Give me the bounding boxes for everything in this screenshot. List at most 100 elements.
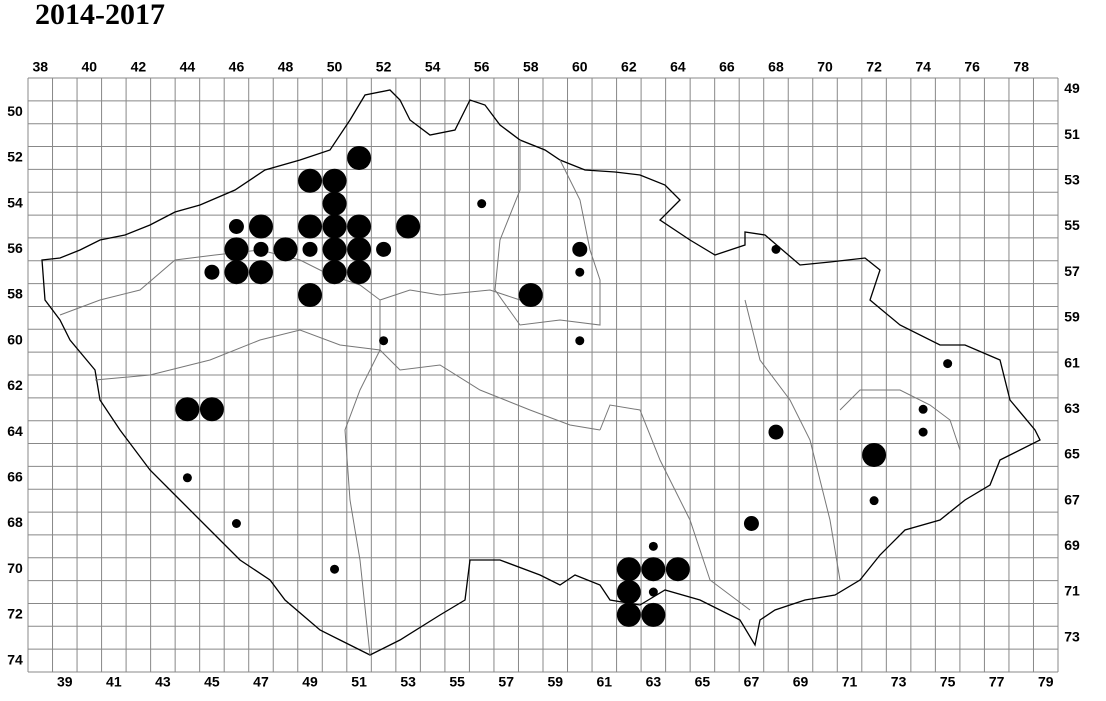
column-label: 56 xyxy=(474,59,490,75)
record-dot xyxy=(477,199,487,209)
row-label: 63 xyxy=(1064,400,1080,416)
record-dot xyxy=(298,214,323,239)
column-label: 66 xyxy=(719,59,735,75)
record-dot xyxy=(743,516,759,531)
column-label: 45 xyxy=(204,674,220,690)
record-dot xyxy=(918,404,928,414)
record-dot xyxy=(648,541,658,551)
record-dot xyxy=(575,336,585,346)
column-label: 39 xyxy=(57,674,73,690)
record-dot xyxy=(204,264,220,280)
record-dot xyxy=(862,442,887,467)
column-label: 78 xyxy=(1013,59,1029,75)
record-dot xyxy=(322,191,347,216)
row-label: 51 xyxy=(1064,126,1080,142)
record-dot xyxy=(379,336,389,346)
column-label: 74 xyxy=(915,59,931,75)
row-label: 69 xyxy=(1064,537,1080,553)
column-label: 41 xyxy=(106,674,122,690)
column-label: 69 xyxy=(793,674,809,690)
column-label: 76 xyxy=(964,59,980,75)
column-label: 52 xyxy=(376,59,392,75)
column-label: 79 xyxy=(1038,674,1054,690)
column-label: 67 xyxy=(744,674,760,690)
record-dot xyxy=(347,214,372,239)
record-dot xyxy=(376,241,392,257)
record-dot xyxy=(298,168,323,193)
record-dot xyxy=(175,397,200,422)
record-dot xyxy=(228,219,244,234)
column-label: 44 xyxy=(180,59,196,75)
country-border xyxy=(41,89,1041,656)
column-label: 68 xyxy=(768,59,784,75)
row-label: 62 xyxy=(7,377,23,393)
column-label: 72 xyxy=(866,59,882,75)
row-label: 54 xyxy=(7,194,23,210)
column-label: 51 xyxy=(351,674,367,690)
column-label: 59 xyxy=(547,674,563,690)
record-dot xyxy=(641,602,666,627)
record-dot xyxy=(616,557,641,582)
record-dot xyxy=(322,237,347,262)
record-dot xyxy=(771,244,781,254)
row-label: 49 xyxy=(1064,80,1080,96)
column-label: 75 xyxy=(940,674,956,690)
record-dot xyxy=(182,473,192,483)
row-label: 58 xyxy=(7,286,23,302)
record-dot xyxy=(248,260,273,285)
column-label: 48 xyxy=(278,59,294,75)
row-label: 61 xyxy=(1064,354,1080,370)
map-title: 2014-2017 xyxy=(35,0,165,31)
column-label: 60 xyxy=(572,59,588,75)
row-label: 52 xyxy=(7,149,23,165)
record-dot xyxy=(298,283,323,308)
record-dot xyxy=(616,602,641,627)
row-label: 70 xyxy=(7,560,23,576)
row-label: 67 xyxy=(1064,491,1080,507)
record-dot xyxy=(518,283,543,308)
record-dot xyxy=(572,241,588,257)
row-label: 72 xyxy=(7,606,23,622)
record-dot xyxy=(943,359,953,369)
row-label: 68 xyxy=(7,514,23,530)
column-label: 38 xyxy=(32,59,48,75)
record-dot xyxy=(347,145,372,170)
record-dot xyxy=(918,427,928,437)
record-dot xyxy=(347,237,372,262)
row-label: 66 xyxy=(7,469,23,485)
record-dot xyxy=(330,564,340,574)
column-label: 63 xyxy=(646,674,662,690)
record-dot xyxy=(322,214,347,239)
column-label: 40 xyxy=(82,59,98,75)
column-label: 43 xyxy=(155,674,171,690)
record-dot xyxy=(253,241,269,257)
row-label: 71 xyxy=(1064,583,1080,599)
record-dot xyxy=(273,237,298,262)
column-label: 49 xyxy=(302,674,318,690)
column-label: 54 xyxy=(425,59,441,75)
record-dot xyxy=(248,214,273,239)
row-label: 56 xyxy=(7,240,23,256)
column-label: 62 xyxy=(621,59,637,75)
column-label: 77 xyxy=(989,674,1005,690)
column-label: 55 xyxy=(449,674,465,690)
grid xyxy=(27,77,1059,673)
column-label: 73 xyxy=(891,674,907,690)
row-label: 57 xyxy=(1064,263,1080,279)
column-label: 53 xyxy=(400,674,416,690)
row-label: 55 xyxy=(1064,217,1080,233)
row-label: 73 xyxy=(1064,628,1080,644)
record-dot xyxy=(199,397,224,422)
record-dot xyxy=(575,267,585,277)
record-dot xyxy=(224,260,249,285)
row-label: 50 xyxy=(7,103,23,119)
column-label: 70 xyxy=(817,59,833,75)
record-dot xyxy=(616,580,641,605)
record-dot xyxy=(224,237,249,262)
record-dot xyxy=(648,587,658,597)
record-dot xyxy=(347,260,372,285)
column-label: 42 xyxy=(131,59,147,75)
region-borders xyxy=(59,140,961,656)
record-dot xyxy=(768,424,784,440)
